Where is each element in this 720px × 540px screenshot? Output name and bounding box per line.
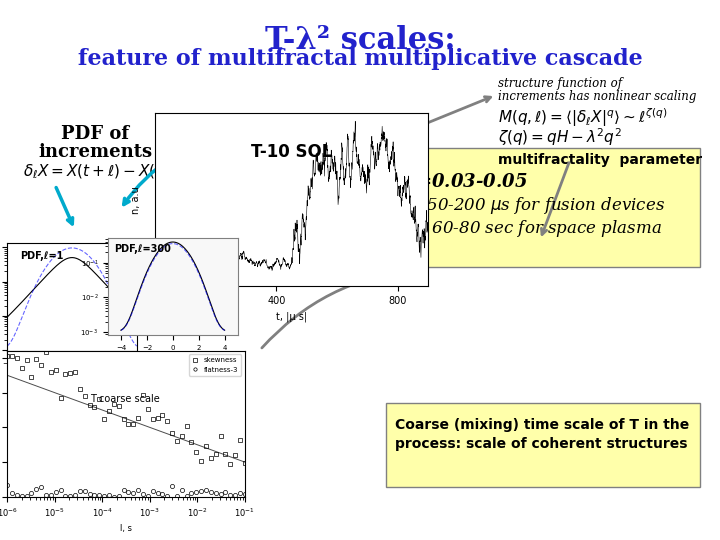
Y-axis label: n, a.u: n, a.u — [131, 186, 141, 214]
X-axis label: t, |μ s|: t, |μ s| — [276, 312, 307, 322]
FancyBboxPatch shape — [386, 403, 700, 487]
Text: process: scale of coherent structures: process: scale of coherent structures — [395, 437, 688, 451]
Text: $\lambda^2$=0.03-0.05: $\lambda^2$=0.03-0.05 — [395, 172, 528, 192]
Text: T$\approx$50-200 $\mu$s for fusion devices: T$\approx$50-200 $\mu$s for fusion devic… — [395, 195, 665, 216]
Text: T-10 SOL: T-10 SOL — [251, 143, 332, 160]
Legend: skewness, flatness-3: skewness, flatness-3 — [189, 354, 241, 375]
X-axis label: l, s: l, s — [120, 524, 132, 534]
Text: structure function of: structure function of — [498, 77, 622, 90]
Text: $\zeta(q)=qH-\lambda^2 q^2$: $\zeta(q)=qH-\lambda^2 q^2$ — [498, 126, 622, 148]
Text: PDF,ℓ=1: PDF,ℓ=1 — [20, 251, 63, 261]
Text: feature of multifractal multiplicative cascade: feature of multifractal multiplicative c… — [78, 48, 642, 70]
Text: PDF,ℓ=300: PDF,ℓ=300 — [114, 244, 171, 254]
Text: T $\approx$60-80 sec for space plasma: T $\approx$60-80 sec for space plasma — [395, 218, 662, 239]
Text: increments has nonlinear scaling: increments has nonlinear scaling — [498, 90, 696, 103]
Text: T-λ² scales:: T-λ² scales: — [265, 25, 455, 56]
FancyBboxPatch shape — [386, 148, 700, 267]
Text: $M(q,\ell)=\langle|\delta_\ell X|^q\rangle\sim\ell^{\zeta(q)}$: $M(q,\ell)=\langle|\delta_\ell X|^q\rang… — [498, 106, 668, 129]
Text: $\delta_\ell X=X(t+\ell)-X(t)$: $\delta_\ell X=X(t+\ell)-X(t)$ — [23, 163, 167, 181]
Text: Coarse (mixing) time scale of T in the: Coarse (mixing) time scale of T in the — [395, 418, 689, 432]
Text: multifractality  parameter: multifractality parameter — [498, 153, 702, 167]
Text: T coarse scale: T coarse scale — [91, 394, 160, 404]
Text: PDF of: PDF of — [61, 125, 129, 143]
Text: increments: increments — [38, 143, 152, 161]
